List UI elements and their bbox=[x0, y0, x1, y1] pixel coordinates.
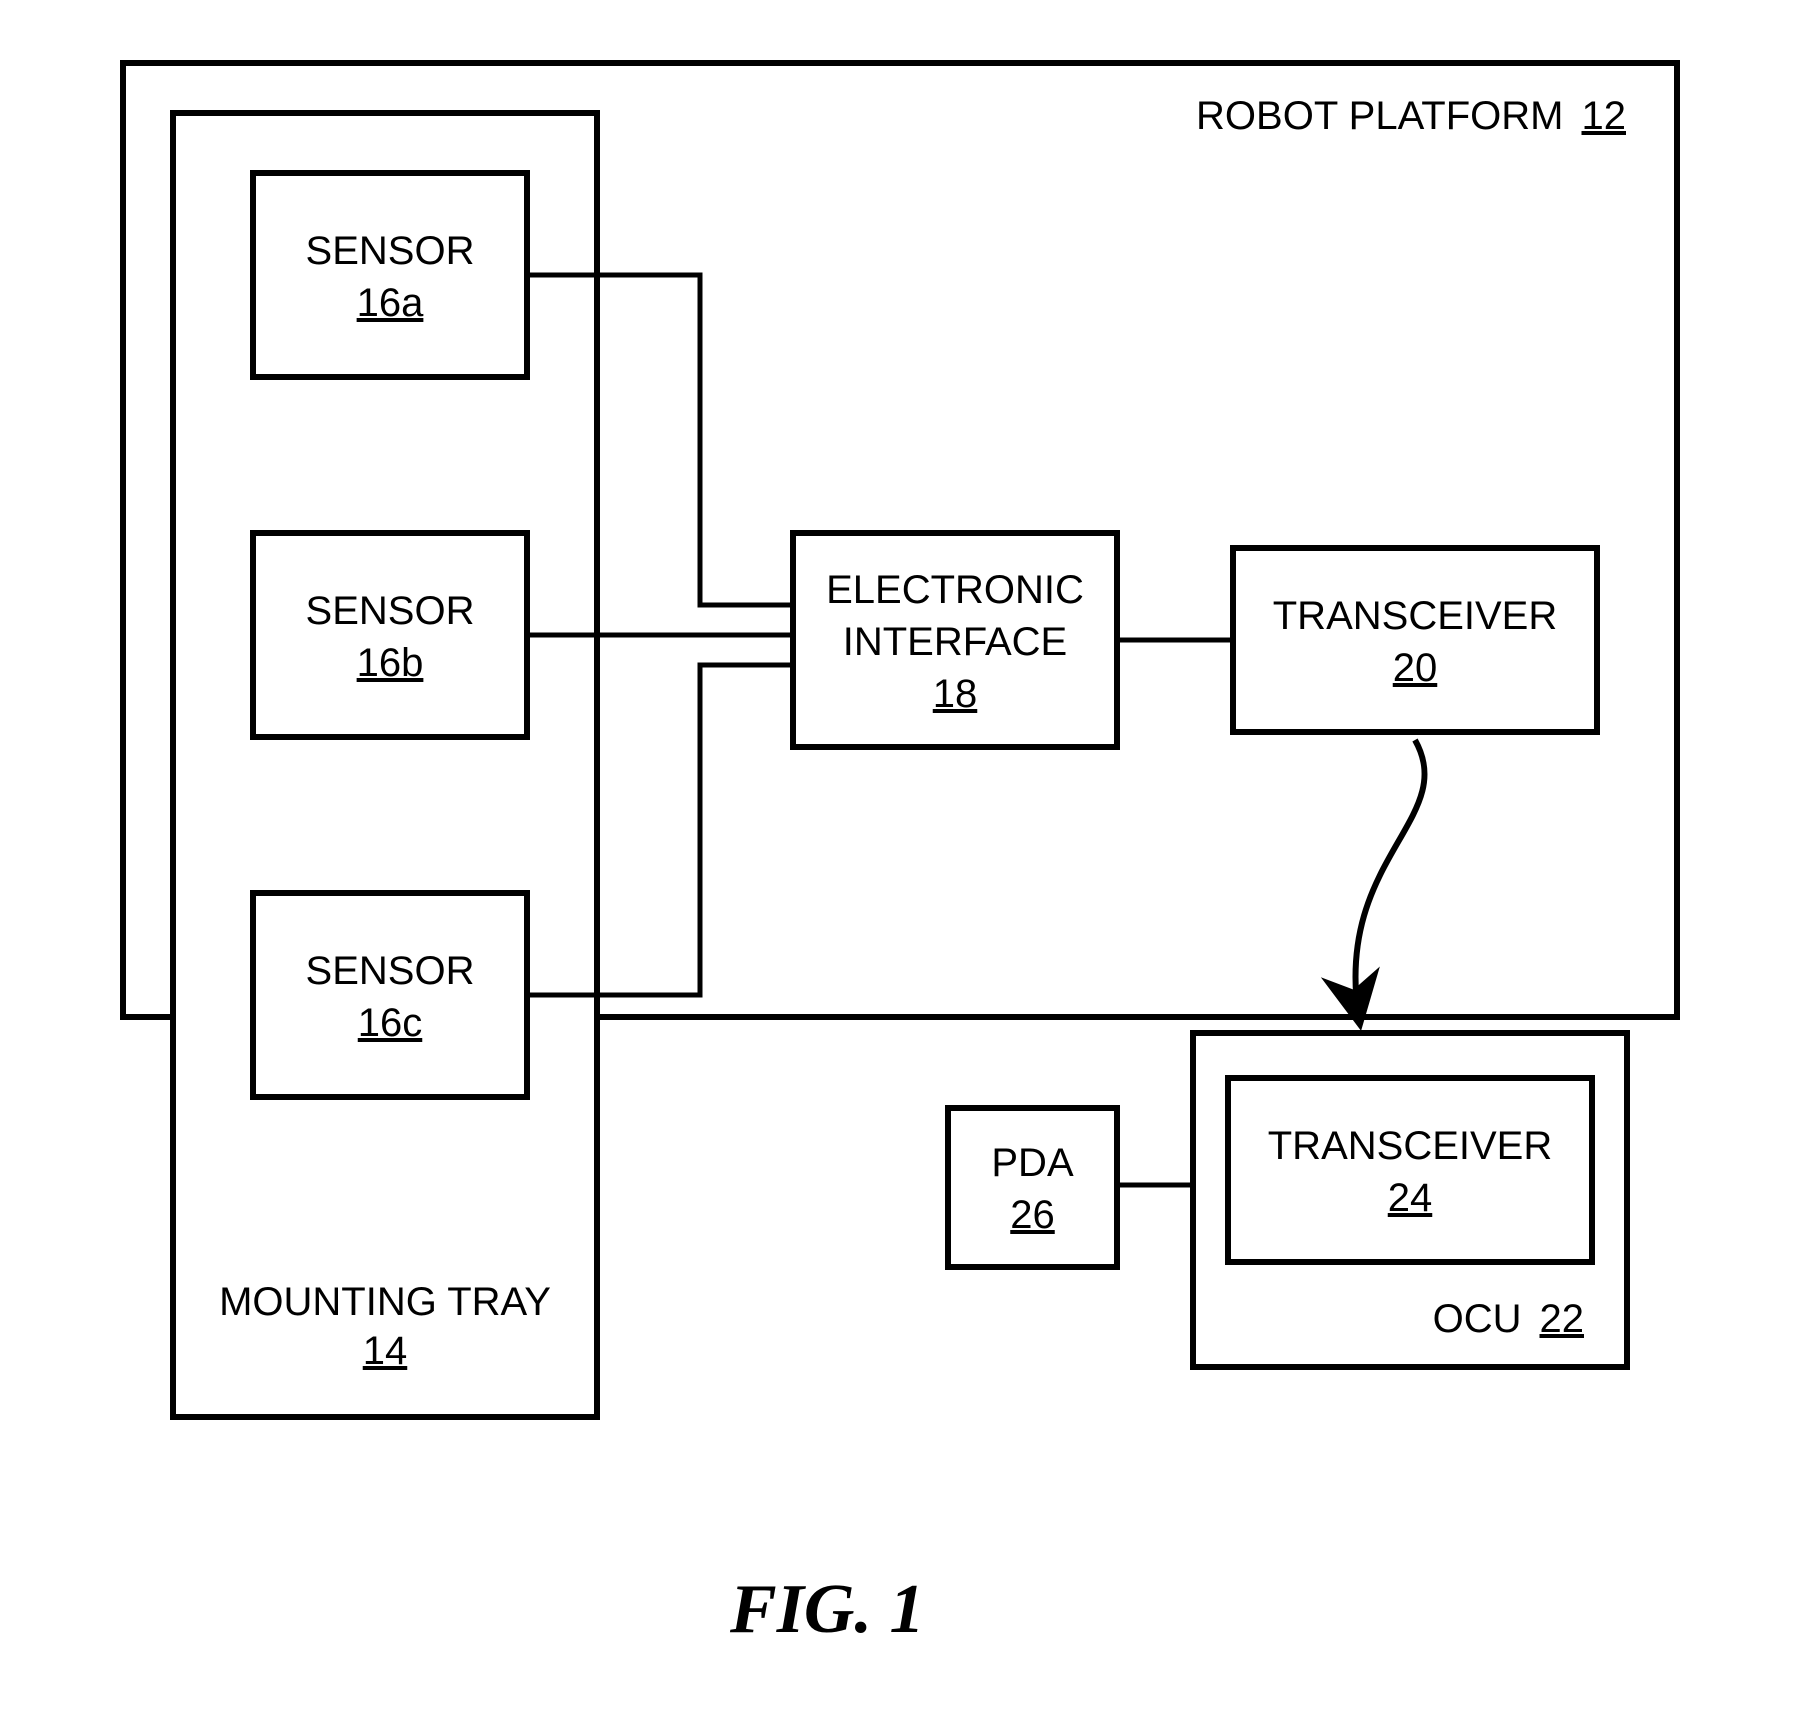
transceiver-2-ref: 24 bbox=[1388, 1176, 1433, 1221]
robot-platform-label: ROBOT PLATFORM 12 bbox=[1196, 94, 1626, 139]
robot-platform-label-text: ROBOT PLATFORM bbox=[1196, 94, 1563, 139]
sensor-c-label: SENSOR bbox=[306, 945, 475, 997]
sensor-a-box: SENSOR 16a bbox=[250, 170, 530, 380]
sensor-b-ref: 16b bbox=[357, 641, 424, 686]
sensor-b-box: SENSOR 16b bbox=[250, 530, 530, 740]
electronic-interface-ref: 18 bbox=[933, 672, 978, 717]
sensor-c-box: SENSOR 16c bbox=[250, 890, 530, 1100]
diagram-root: ROBOT PLATFORM 12 MOUNTING TRAY 14 SENSO… bbox=[0, 0, 1793, 1735]
transceiver-1-label: TRANSCEIVER bbox=[1273, 590, 1558, 642]
mounting-tray-ref: 14 bbox=[363, 1329, 408, 1374]
transceiver-1-box: TRANSCEIVER 20 bbox=[1230, 545, 1600, 735]
mounting-tray-label-text: MOUNTING TRAY bbox=[219, 1280, 551, 1325]
ocu-ref: 22 bbox=[1540, 1297, 1585, 1342]
figure-caption: FIG. 1 bbox=[730, 1570, 924, 1650]
ocu-label: OCU 22 bbox=[1433, 1297, 1584, 1342]
sensor-c-ref: 16c bbox=[358, 1001, 423, 1046]
robot-platform-ref: 12 bbox=[1582, 94, 1627, 139]
transceiver-2-label: TRANSCEIVER bbox=[1268, 1120, 1553, 1172]
mounting-tray-label: MOUNTING TRAY 14 bbox=[219, 1280, 551, 1374]
electronic-interface-box: ELECTRONIC INTERFACE 18 bbox=[790, 530, 1120, 750]
sensor-b-label: SENSOR bbox=[306, 585, 475, 637]
transceiver-2-box: TRANSCEIVER 24 bbox=[1225, 1075, 1595, 1265]
ocu-label-text: OCU bbox=[1433, 1297, 1522, 1342]
sensor-a-label: SENSOR bbox=[306, 225, 475, 277]
electronic-interface-label: ELECTRONIC INTERFACE bbox=[826, 564, 1084, 668]
sensor-a-ref: 16a bbox=[357, 281, 424, 326]
transceiver-1-ref: 20 bbox=[1393, 646, 1438, 691]
pda-ref: 26 bbox=[1010, 1193, 1055, 1238]
pda-label: PDA bbox=[991, 1137, 1073, 1189]
pda-box: PDA 26 bbox=[945, 1105, 1120, 1270]
